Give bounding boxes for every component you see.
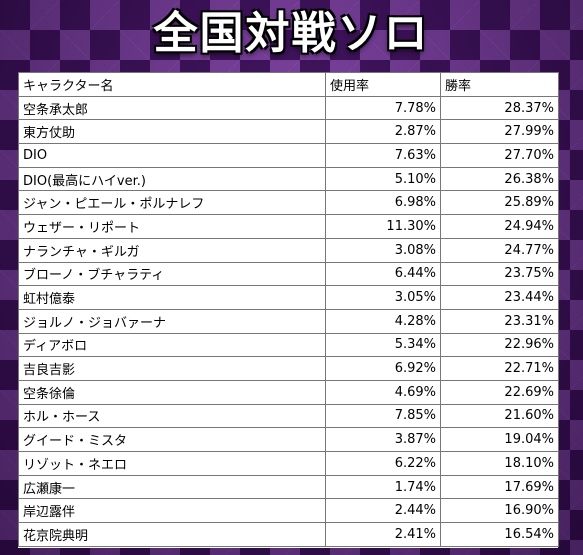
table-row: 空条徐倫 4.69% 22.69%: [18, 379, 559, 405]
win-rate-cell: 26.38%: [440, 166, 559, 192]
table-row: ナランチャ・ギルガ 3.08% 24.77%: [18, 237, 559, 263]
win-rate-cell: 23.31%: [440, 308, 559, 334]
win-rate-cell: 23.75%: [440, 261, 559, 287]
usage-rate-cell: 1.74%: [325, 474, 441, 500]
win-rate-cell: 28.37%: [440, 95, 559, 121]
character-name-cell: ブローノ・ブチャラティ: [18, 261, 326, 287]
usage-rate-cell: 5.10%: [325, 166, 441, 192]
usage-rate-cell: 3.87%: [325, 427, 441, 452]
usage-rate-cell: 2.44%: [325, 498, 441, 524]
win-rate-cell: 22.96%: [440, 332, 559, 358]
table-row: 岸辺露伴 2.44% 16.90%: [18, 498, 559, 524]
usage-rate-cell: 6.92%: [325, 356, 441, 381]
usage-rate-cell: 11.30%: [325, 214, 441, 239]
character-name-cell: ディアボロ: [18, 332, 326, 358]
character-name-cell: 虹村億泰: [18, 285, 326, 310]
header-character-name: キャラクター名: [18, 72, 326, 97]
character-name-cell: DIO: [18, 143, 326, 168]
character-stats-table: キャラクター名 使用率 勝率 空条承太郎 7.78% 28.37% 東方仗助 2.87%…: [18, 72, 559, 547]
win-rate-cell: 25.89%: [440, 190, 559, 216]
table-row: ブローノ・ブチャラティ 6.44% 23.75%: [18, 261, 559, 287]
win-rate-cell: 24.94%: [440, 214, 559, 239]
table-row: 空条承太郎 7.78% 28.37%: [18, 95, 559, 121]
table-row: ジョルノ・ジョバァーナ 4.28% 23.31%: [18, 308, 559, 334]
usage-rate-cell: 4.28%: [325, 308, 441, 334]
table-row: 広瀬康一 1.74% 17.69%: [18, 474, 559, 500]
usage-rate-cell: 2.87%: [325, 119, 441, 145]
character-name-cell: ウェザー・リポート: [18, 214, 326, 239]
character-name-cell: ナランチャ・ギルガ: [18, 237, 326, 263]
usage-rate-cell: 2.41%: [325, 522, 441, 547]
character-name-cell: DIO(最高にハイver.): [18, 166, 326, 192]
win-rate-cell: 22.71%: [440, 356, 559, 381]
table-row: 花京院典明 2.41% 16.54%: [18, 522, 559, 547]
character-name-cell: ホル・ホース: [18, 403, 326, 429]
table-header-row: キャラクター名 使用率 勝率: [18, 72, 559, 97]
character-name-cell: グイード・ミスタ: [18, 427, 326, 452]
usage-rate-cell: 7.63%: [325, 143, 441, 168]
table-row: 虹村億泰 3.05% 23.44%: [18, 285, 559, 310]
character-name-cell: 岸辺露伴: [18, 498, 326, 524]
table-row: リゾット・ネエロ 6.22% 18.10%: [18, 451, 559, 476]
table-row: ディアボロ 5.34% 22.96%: [18, 332, 559, 358]
character-name-cell: ジャン・ピエール・ポルナレフ: [18, 190, 326, 216]
table-row: DIO(最高にハイver.) 5.10% 26.38%: [18, 166, 559, 192]
table-row: 東方仗助 2.87% 27.99%: [18, 119, 559, 145]
character-name-cell: ジョルノ・ジョバァーナ: [18, 308, 326, 334]
usage-rate-cell: 6.98%: [325, 190, 441, 216]
win-rate-cell: 19.04%: [440, 427, 559, 452]
character-name-cell: 吉良吉影: [18, 356, 326, 381]
win-rate-cell: 27.99%: [440, 119, 559, 145]
win-rate-cell: 18.10%: [440, 451, 559, 476]
usage-rate-cell: 4.69%: [325, 379, 441, 405]
win-rate-cell: 27.70%: [440, 143, 559, 168]
usage-rate-cell: 7.85%: [325, 403, 441, 429]
table-row: グイード・ミスタ 3.87% 19.04%: [18, 427, 559, 452]
table-row: 吉良吉影 6.92% 22.71%: [18, 356, 559, 381]
header-usage-rate: 使用率: [325, 72, 441, 97]
win-rate-cell: 17.69%: [440, 474, 559, 500]
character-name-cell: 広瀬康一: [18, 474, 326, 500]
win-rate-cell: 23.44%: [440, 285, 559, 310]
usage-rate-cell: 7.78%: [325, 95, 441, 121]
win-rate-cell: 16.54%: [440, 522, 559, 547]
table-row: ジャン・ピエール・ポルナレフ 6.98% 25.89%: [18, 190, 559, 216]
page-title: 全国対戦ソロ: [153, 8, 430, 59]
character-name-cell: 空条徐倫: [18, 379, 326, 405]
character-name-cell: 花京院典明: [18, 522, 326, 547]
win-rate-cell: 24.77%: [440, 237, 559, 263]
win-rate-cell: 21.60%: [440, 403, 559, 429]
stats-table-container: キャラクター名 使用率 勝率 空条承太郎 7.78% 28.37% 東方仗助 2.87%…: [18, 72, 559, 548]
usage-rate-cell: 3.05%: [325, 285, 441, 310]
table-row: ウェザー・リポート 11.30% 24.94%: [18, 214, 559, 239]
header-win-rate: 勝率: [440, 72, 559, 97]
table-row: ホル・ホース 7.85% 21.60%: [18, 403, 559, 429]
character-name-cell: 東方仗助: [18, 119, 326, 145]
usage-rate-cell: 3.08%: [325, 237, 441, 263]
usage-rate-cell: 6.22%: [325, 451, 441, 476]
usage-rate-cell: 6.44%: [325, 261, 441, 287]
character-name-cell: リゾット・ネエロ: [18, 451, 326, 476]
win-rate-cell: 16.90%: [440, 498, 559, 524]
win-rate-cell: 22.69%: [440, 379, 559, 405]
table-row: DIO 7.63% 27.70%: [18, 143, 559, 168]
usage-rate-cell: 5.34%: [325, 332, 441, 358]
character-name-cell: 空条承太郎: [18, 95, 326, 121]
